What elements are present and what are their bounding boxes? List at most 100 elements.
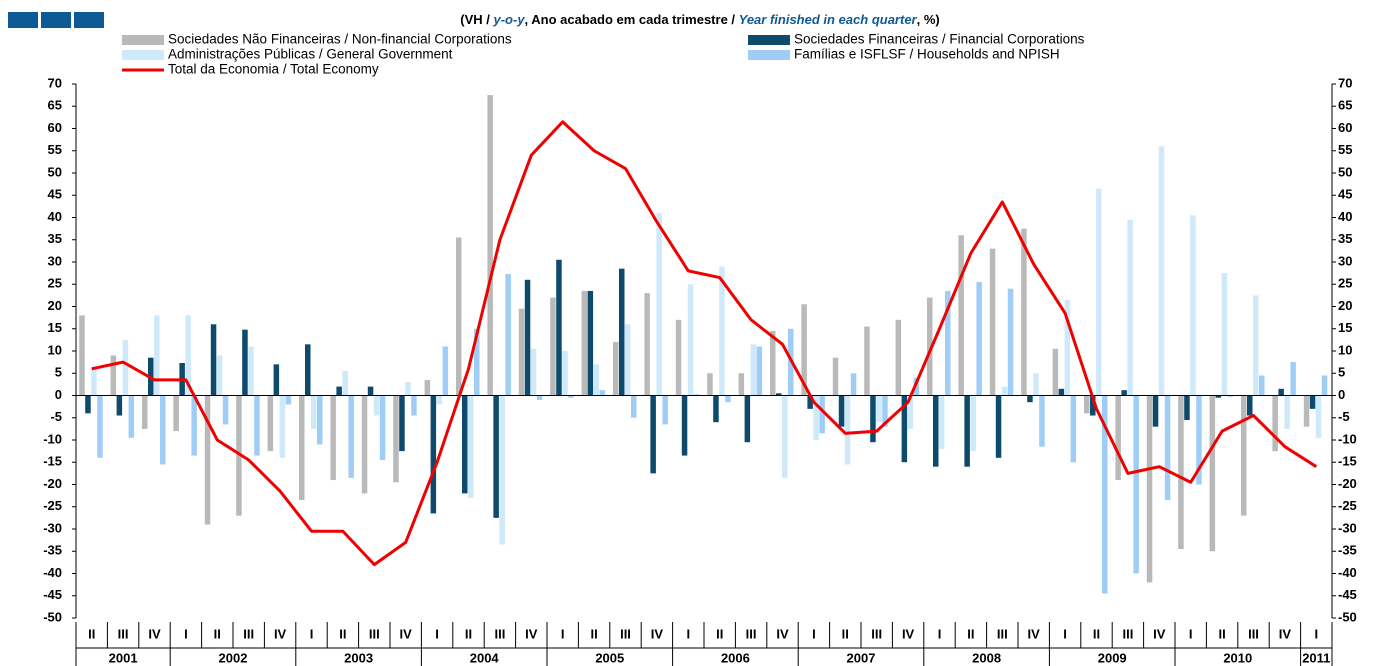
bar <box>719 266 725 396</box>
bar <box>1309 395 1316 409</box>
bar <box>989 248 996 396</box>
bar <box>411 395 417 416</box>
bar <box>1127 219 1133 396</box>
bar <box>367 386 374 396</box>
x-tick-label: I <box>1314 626 1318 641</box>
y2-tick-label: 15 <box>1338 320 1352 335</box>
x-tick-label: III <box>1122 626 1133 641</box>
bar <box>505 274 511 396</box>
bar <box>330 395 336 481</box>
bar <box>462 395 468 494</box>
bar <box>631 395 637 418</box>
bar <box>254 395 260 456</box>
bar <box>1115 395 1121 481</box>
y2-tick-label: -10 <box>1338 431 1357 446</box>
bar <box>373 395 380 416</box>
y-tick-label: 30 <box>48 253 62 268</box>
bar <box>901 395 908 463</box>
x-tick-label: I <box>435 626 439 641</box>
x-tick-label: III <box>243 626 254 641</box>
year-label: 2001 <box>109 650 138 665</box>
bar <box>1290 362 1296 396</box>
bar <box>662 395 668 425</box>
bar <box>248 346 254 396</box>
bar <box>813 395 819 440</box>
bar <box>907 395 914 429</box>
bar <box>524 279 531 396</box>
bar <box>681 395 688 456</box>
bar <box>267 395 274 452</box>
y-tick-label: -10 <box>43 431 62 446</box>
y-tick-label: -5 <box>50 409 62 424</box>
y-tick-label: 45 <box>48 187 62 202</box>
bar <box>1064 299 1071 396</box>
bar <box>625 324 631 396</box>
bar <box>1272 395 1278 452</box>
legend-label: Total da Economia / Total Economy <box>168 62 379 77</box>
y2-tick-label: -5 <box>1338 409 1350 424</box>
bar <box>173 395 179 432</box>
y2-tick-label: -30 <box>1338 520 1357 535</box>
year-label: 2010 <box>1223 650 1252 665</box>
y2-tick-label: 45 <box>1338 187 1352 202</box>
bar <box>770 330 776 396</box>
line <box>91 120 1318 567</box>
y-tick-label: 70 <box>48 75 62 90</box>
x-tick-label: IV <box>776 626 789 641</box>
legend-label: Administrações Públicas / General Govern… <box>168 47 453 62</box>
bar <box>725 395 731 403</box>
x-tick-label: II <box>967 626 974 641</box>
y2-tick-label: 40 <box>1338 209 1352 224</box>
y2-tick-label: 70 <box>1338 75 1352 90</box>
bar <box>1084 395 1090 414</box>
bar <box>305 344 311 396</box>
title-part: y-o-y <box>492 12 525 27</box>
bar <box>819 395 825 434</box>
bar <box>599 390 606 396</box>
bar <box>1209 395 1216 552</box>
x-tick-label: III <box>620 626 631 641</box>
bar <box>687 284 694 396</box>
bar <box>1221 273 1228 396</box>
x-tick-label: IV <box>525 626 538 641</box>
bar <box>693 394 700 396</box>
bar <box>939 395 945 449</box>
bar <box>1253 295 1259 396</box>
y-tick-label: -25 <box>43 498 62 513</box>
bar <box>1190 215 1196 396</box>
bar <box>1303 395 1310 427</box>
bar <box>756 346 763 396</box>
y-tick-label: 5 <box>55 365 62 380</box>
bar <box>675 319 682 396</box>
bar <box>1164 395 1171 501</box>
legend-label: Sociedades Financeiras / Financial Corpo… <box>794 32 1085 47</box>
year-label: 2008 <box>972 650 1001 665</box>
x-tick-label: IV <box>902 626 915 641</box>
bar <box>1001 386 1008 396</box>
x-tick-label: I <box>1189 626 1193 641</box>
bar <box>556 259 562 396</box>
x-tick-label: IV <box>651 626 664 641</box>
bar <box>317 395 323 445</box>
x-tick-label: II <box>842 626 849 641</box>
bar <box>1152 395 1159 427</box>
y-tick-label: 60 <box>48 120 62 135</box>
y2-tick-label: -45 <box>1338 587 1357 602</box>
y2-tick-label: 25 <box>1338 276 1352 291</box>
bar <box>970 395 976 452</box>
bar <box>1052 348 1059 396</box>
bar <box>876 395 882 423</box>
bar <box>832 357 839 396</box>
y2-tick-label: 65 <box>1338 98 1352 113</box>
bar <box>1021 228 1027 396</box>
bar <box>110 355 117 396</box>
x-tick-label: II <box>465 626 472 641</box>
bar <box>1259 375 1265 396</box>
x-tick-label: II <box>1218 626 1225 641</box>
bar <box>927 297 933 396</box>
bar <box>1121 390 1127 396</box>
title-part: (VH / <box>460 12 493 27</box>
bar <box>1247 395 1253 416</box>
bar <box>361 395 368 494</box>
